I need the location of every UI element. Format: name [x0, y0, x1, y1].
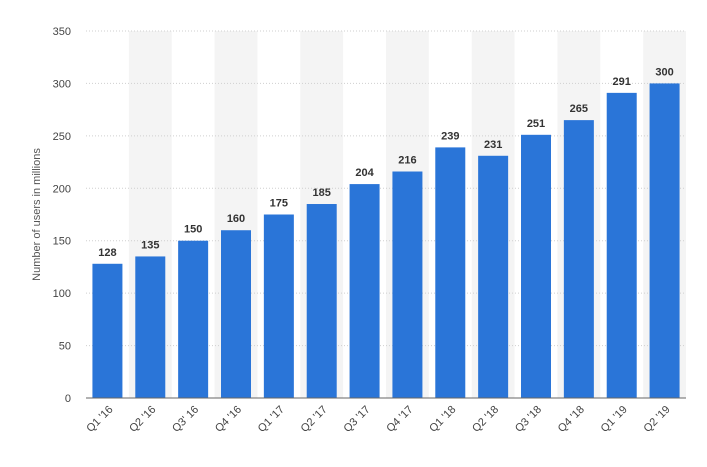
bar [135, 256, 166, 398]
data-label: 239 [441, 130, 459, 142]
bars [92, 83, 680, 398]
data-label: 160 [227, 213, 245, 225]
y-tick-label: 50 [59, 341, 71, 353]
x-tick-label: Q4 '18 [556, 404, 587, 435]
data-label: 231 [484, 139, 502, 151]
x-tick-label: Q3' 16 [170, 404, 201, 435]
data-label: 175 [270, 198, 288, 210]
x-tick-label: Q3 '17 [342, 404, 373, 435]
y-tick-label: 0 [65, 393, 71, 405]
data-labels: 128 135 150 160 175 185 204 216 239 231 251 265 291 3… [98, 66, 674, 258]
bar [306, 204, 337, 398]
x-tick-label: Q2 '17 [299, 404, 330, 435]
bar [521, 134, 551, 398]
y-tick-label: 350 [53, 26, 71, 38]
y-tick-label: 300 [53, 78, 71, 90]
data-label: 150 [184, 224, 202, 236]
x-tick-label: Q4 '16 [213, 404, 244, 435]
data-label: 300 [655, 66, 673, 78]
x-tick-label: Q3 '18 [513, 404, 544, 435]
bar [392, 171, 423, 398]
bar [435, 147, 466, 398]
data-label: 204 [355, 167, 374, 179]
x-tick-label: Q1 '19 [599, 404, 630, 435]
data-label: 216 [398, 155, 416, 167]
y-tick-label: 250 [53, 131, 71, 143]
data-label: 128 [98, 247, 116, 259]
x-tick-label: Q2 '19 [642, 404, 673, 435]
y-tick-label: 200 [53, 183, 71, 195]
data-label: 135 [141, 239, 159, 251]
data-label: 185 [313, 187, 331, 199]
x-tick-label: Q1 '16 [84, 404, 115, 435]
x-tick-label: Q1 '17 [256, 404, 287, 435]
x-axis-ticks: Q1 '16 Q2 '16 Q3' 16 Q4 '16 Q1 '17 Q2 '17 Q3 '… [84, 404, 672, 435]
bar [349, 184, 380, 398]
x-tick-label: Q2 '18 [470, 404, 501, 435]
data-label: 251 [527, 118, 545, 130]
bar [178, 240, 209, 398]
bar [563, 120, 594, 398]
bar [649, 83, 680, 398]
y-axis-label: Number of users in millions [31, 148, 43, 281]
y-tick-label: 150 [53, 236, 71, 248]
bar [221, 230, 251, 398]
bar [606, 92, 637, 398]
bar [478, 155, 509, 398]
data-label: 265 [570, 103, 588, 115]
y-tick-label: 100 [53, 288, 71, 300]
x-tick-label: Q2 '16 [127, 404, 158, 435]
bar [92, 263, 123, 398]
data-label: 291 [613, 76, 631, 88]
x-tick-label: Q4 '17 [384, 404, 415, 435]
bar [263, 214, 294, 398]
y-axis-ticks: 0 50 100 150 200 250 300 350 [53, 26, 71, 405]
x-tick-label: Q1 '18 [427, 404, 458, 435]
